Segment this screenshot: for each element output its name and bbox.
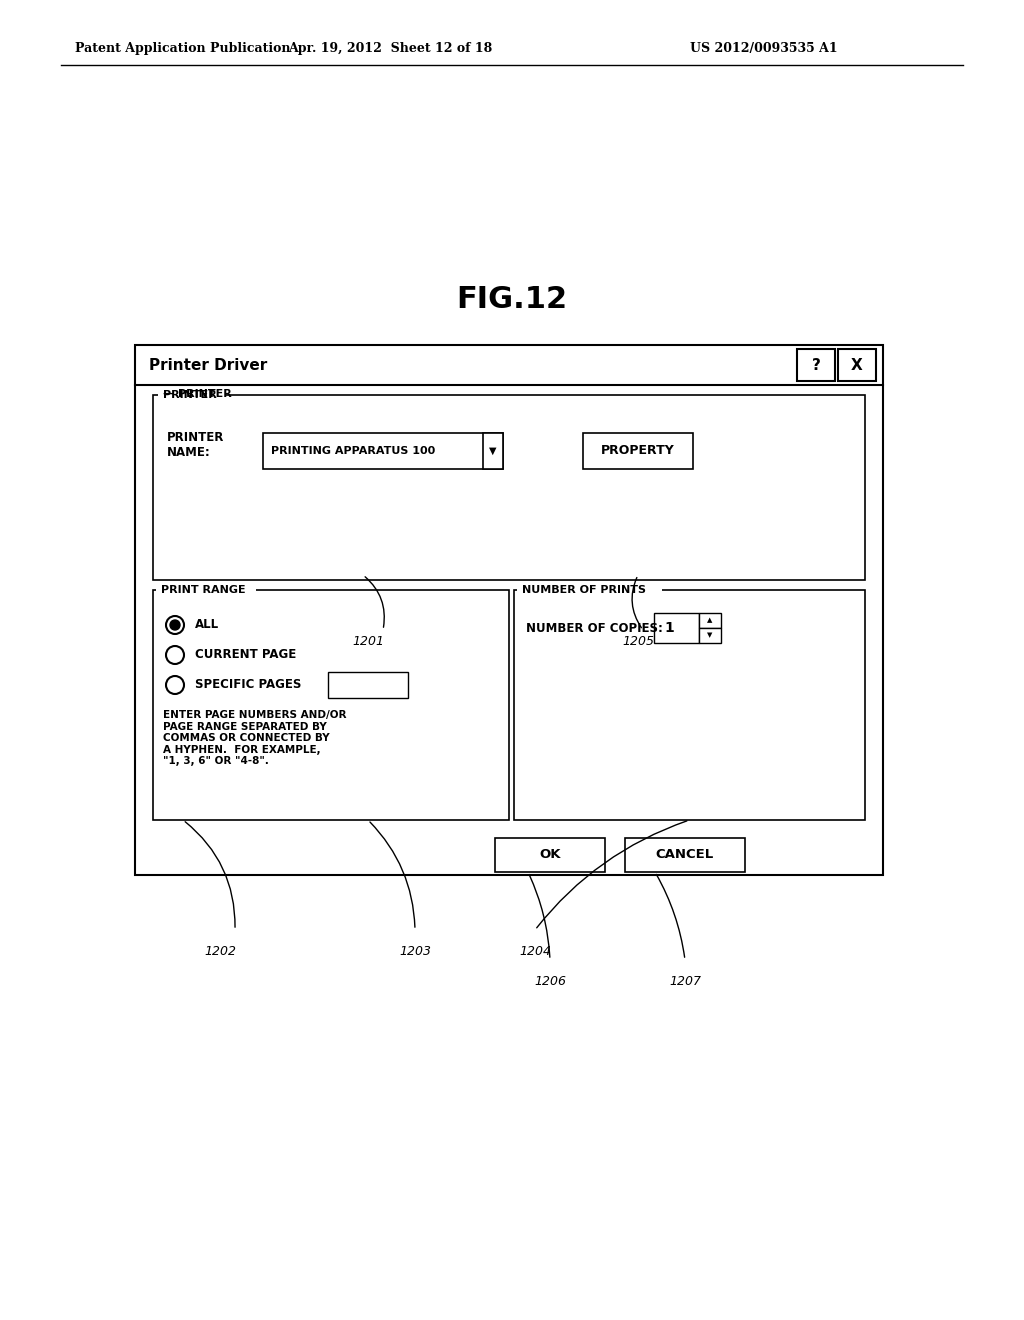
Text: 1201: 1201 bbox=[352, 635, 384, 648]
Text: 1204: 1204 bbox=[519, 945, 551, 958]
Text: ▼: ▼ bbox=[708, 632, 713, 639]
Text: ENTER PAGE NUMBERS AND/OR
PAGE RANGE SEPARATED BY
COMMAS OR CONNECTED BY
A HYPHE: ENTER PAGE NUMBERS AND/OR PAGE RANGE SEP… bbox=[163, 710, 346, 767]
Text: ▼: ▼ bbox=[489, 446, 497, 455]
Bar bbox=[654, 612, 699, 643]
Bar bbox=[797, 348, 835, 381]
Text: 1: 1 bbox=[665, 620, 675, 635]
Bar bbox=[156, 583, 256, 597]
Text: 1207: 1207 bbox=[669, 975, 701, 987]
Bar bbox=[263, 433, 503, 469]
Bar bbox=[583, 433, 693, 469]
Text: Apr. 19, 2012  Sheet 12 of 18: Apr. 19, 2012 Sheet 12 of 18 bbox=[288, 42, 493, 55]
Text: ALL: ALL bbox=[195, 619, 219, 631]
Text: Patent Application Publication: Patent Application Publication bbox=[75, 42, 291, 55]
Text: 1206: 1206 bbox=[534, 975, 566, 987]
Bar bbox=[699, 628, 721, 643]
Text: PRINTING APPARATUS 100: PRINTING APPARATUS 100 bbox=[271, 446, 435, 455]
Circle shape bbox=[170, 620, 180, 630]
Text: PRINT RANGE: PRINT RANGE bbox=[161, 585, 246, 595]
Bar bbox=[158, 388, 226, 403]
Text: NUMBER OF COPIES:: NUMBER OF COPIES: bbox=[526, 622, 663, 635]
Bar bbox=[153, 590, 509, 820]
Text: PRINTER
NAME:: PRINTER NAME: bbox=[167, 432, 224, 459]
Bar bbox=[517, 583, 662, 597]
Bar bbox=[483, 433, 503, 469]
Text: Printer Driver: Printer Driver bbox=[150, 358, 267, 372]
Text: CANCEL: CANCEL bbox=[656, 849, 714, 862]
Text: NUMBER OF PRINTS: NUMBER OF PRINTS bbox=[522, 585, 646, 595]
Bar bbox=[495, 838, 605, 873]
Text: X: X bbox=[851, 358, 863, 372]
Text: 1205: 1205 bbox=[622, 635, 654, 648]
Bar bbox=[625, 838, 745, 873]
Text: 1203: 1203 bbox=[399, 945, 431, 958]
Text: — PRINTER: — PRINTER bbox=[163, 389, 231, 399]
Bar bbox=[699, 612, 721, 628]
Text: ▲: ▲ bbox=[708, 618, 713, 623]
Text: 1202: 1202 bbox=[204, 945, 236, 958]
Bar bbox=[135, 345, 883, 875]
Bar bbox=[153, 395, 865, 579]
Text: OK: OK bbox=[540, 849, 561, 862]
Bar bbox=[838, 348, 876, 381]
Text: PROPERTY: PROPERTY bbox=[601, 445, 675, 458]
Text: ?: ? bbox=[812, 358, 820, 372]
Bar bbox=[514, 590, 865, 820]
Text: US 2012/0093535 A1: US 2012/0093535 A1 bbox=[690, 42, 838, 55]
Text: FIG.12: FIG.12 bbox=[457, 285, 567, 314]
Text: SPECIFIC PAGES: SPECIFIC PAGES bbox=[195, 678, 301, 692]
Bar bbox=[328, 672, 408, 698]
Text: PRINTER: PRINTER bbox=[163, 389, 217, 400]
Text: CURRENT PAGE: CURRENT PAGE bbox=[195, 648, 296, 661]
